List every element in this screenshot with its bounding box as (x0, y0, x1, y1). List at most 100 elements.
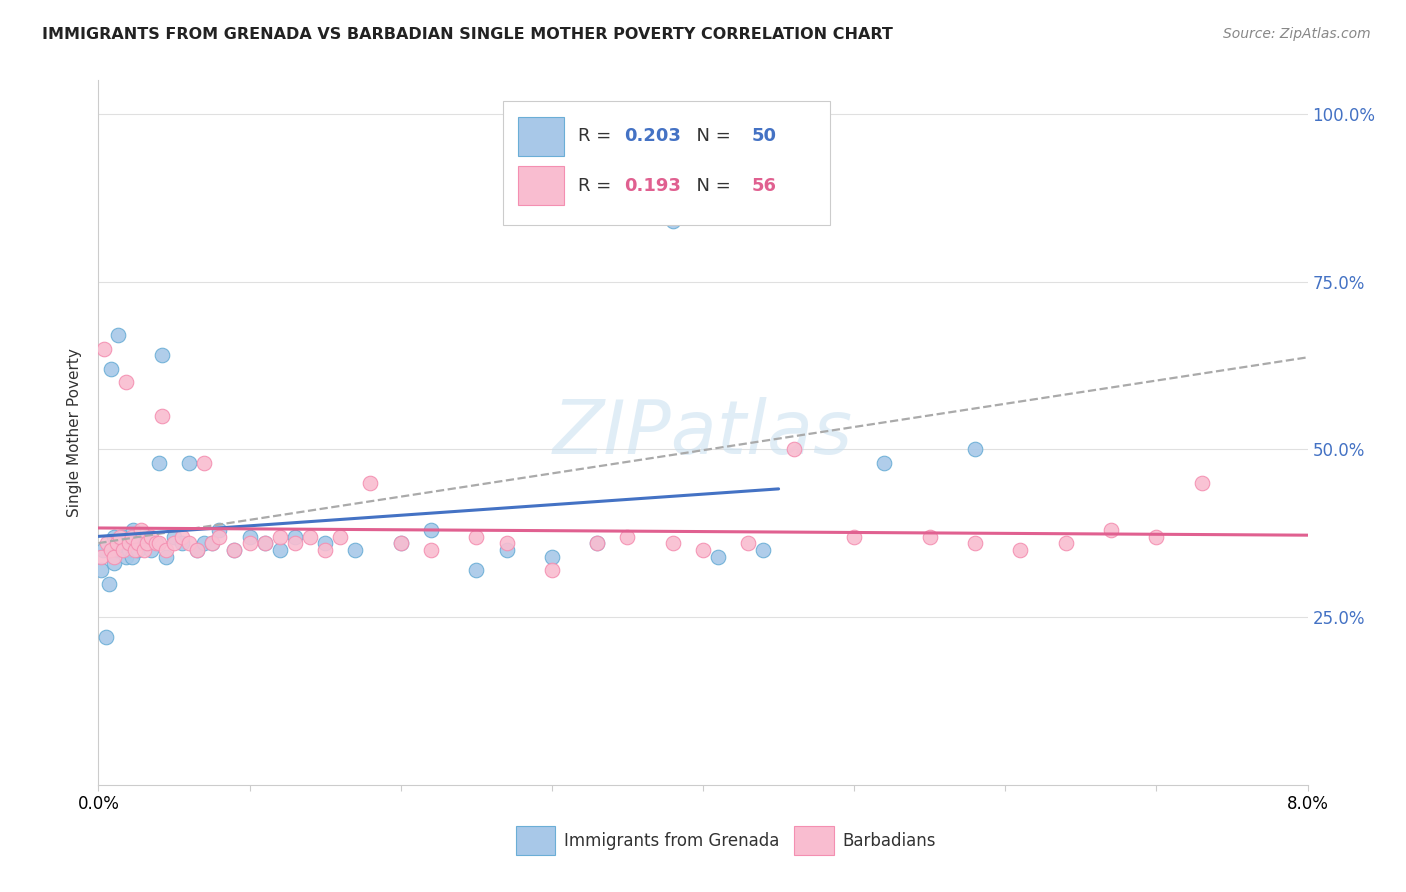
Point (314, 543, 336, 558)
Text: R =: R = (578, 128, 617, 145)
Point (1099, 523, 1122, 537)
Point (100, 543, 122, 558)
Point (103, 549, 125, 564)
Point (783, 442, 806, 457)
Point (170, 530, 193, 544)
Y-axis label: Single Mother Poverty: Single Mother Poverty (67, 348, 83, 517)
Point (112, 536, 135, 550)
Point (540, 563, 562, 577)
Point (148, 536, 170, 550)
Point (114, 376, 136, 390)
Text: 56: 56 (751, 177, 776, 194)
Text: N =: N = (685, 177, 737, 194)
Point (495, 536, 517, 550)
Point (118, 543, 141, 558)
FancyBboxPatch shape (517, 117, 564, 156)
Point (495, 543, 517, 558)
Point (107, 328, 129, 343)
Point (1146, 530, 1168, 544)
Point (135, 536, 157, 550)
Point (201, 536, 224, 550)
Point (844, 530, 866, 544)
Point (661, 536, 683, 550)
Point (918, 530, 941, 544)
Point (253, 536, 276, 550)
FancyBboxPatch shape (516, 826, 555, 855)
Point (253, 536, 276, 550)
Point (105, 536, 128, 550)
Point (132, 536, 155, 550)
Point (360, 475, 382, 490)
Point (98, 576, 121, 591)
Point (420, 523, 443, 537)
Point (1191, 475, 1213, 490)
Text: 0.203: 0.203 (624, 128, 682, 145)
Point (96, 536, 118, 550)
Point (127, 536, 149, 550)
Point (148, 456, 170, 470)
Point (692, 543, 714, 558)
FancyBboxPatch shape (517, 166, 564, 205)
Point (661, 214, 683, 228)
Point (1010, 543, 1032, 558)
Point (93, 342, 115, 356)
Point (111, 543, 134, 558)
Point (540, 549, 562, 564)
Point (269, 530, 291, 544)
Text: Immigrants from Grenada: Immigrants from Grenada (564, 831, 779, 849)
Point (586, 536, 609, 550)
Point (737, 536, 759, 550)
Point (224, 543, 246, 558)
Point (239, 536, 262, 550)
Point (141, 530, 163, 544)
Point (616, 530, 638, 544)
Point (299, 530, 322, 544)
Point (284, 530, 307, 544)
Point (150, 348, 173, 362)
Point (284, 536, 307, 550)
Point (752, 543, 775, 558)
Text: R =: R = (578, 177, 617, 194)
Point (208, 530, 231, 544)
Point (122, 523, 145, 537)
Point (121, 549, 143, 564)
Point (314, 536, 336, 550)
Text: 50: 50 (751, 128, 776, 145)
Point (103, 557, 125, 571)
Point (103, 530, 125, 544)
Point (124, 543, 146, 558)
Point (179, 536, 201, 550)
Point (105, 543, 128, 558)
Point (965, 536, 987, 550)
Point (239, 530, 262, 544)
Point (208, 523, 231, 537)
Point (110, 543, 132, 558)
Point (186, 543, 208, 558)
Point (127, 543, 149, 558)
Point (344, 543, 367, 558)
Point (141, 543, 163, 558)
Point (155, 549, 177, 564)
Point (873, 456, 896, 470)
Point (118, 536, 141, 550)
Point (179, 456, 201, 470)
Point (707, 549, 730, 564)
Point (135, 530, 157, 544)
Point (269, 543, 291, 558)
Point (163, 530, 186, 544)
Text: Source: ZipAtlas.com: Source: ZipAtlas.com (1223, 27, 1371, 41)
Point (329, 530, 352, 544)
Point (420, 543, 443, 558)
Point (100, 362, 122, 376)
Point (163, 536, 186, 550)
Point (118, 536, 141, 550)
Text: IMMIGRANTS FROM GRENADA VS BARBADIAN SINGLE MOTHER POVERTY CORRELATION CHART: IMMIGRANTS FROM GRENADA VS BARBADIAN SIN… (42, 27, 893, 42)
Point (121, 530, 143, 544)
Point (586, 536, 609, 550)
Point (389, 536, 412, 550)
Text: N =: N = (685, 128, 737, 145)
Point (111, 530, 134, 544)
Point (90, 563, 112, 577)
Point (224, 543, 246, 558)
Point (155, 543, 177, 558)
